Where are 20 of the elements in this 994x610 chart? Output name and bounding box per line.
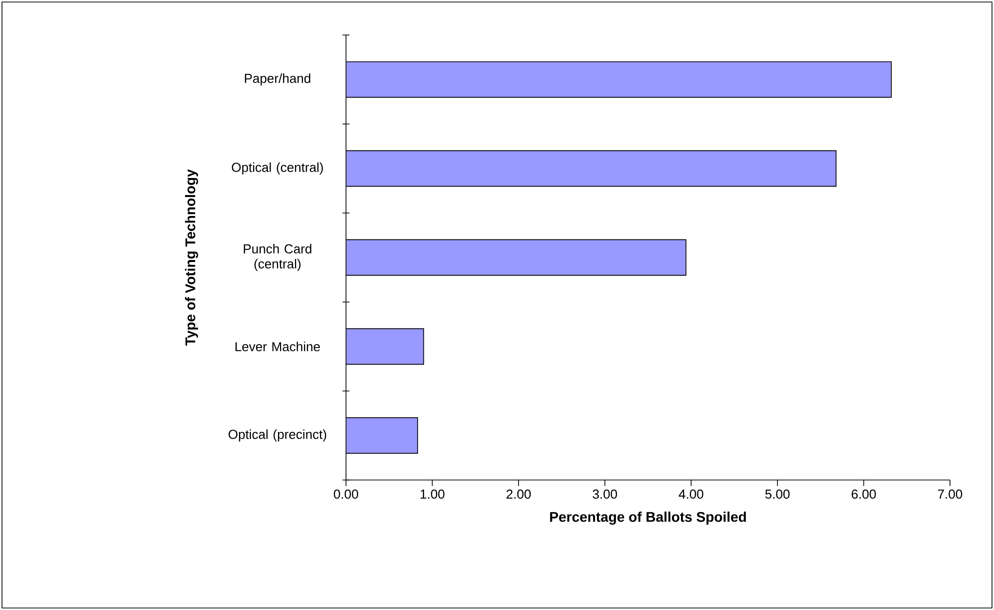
x-axis-title: Percentage of Ballots Spoiled	[550, 512, 746, 525]
x-tick-label: 6.00	[852, 490, 876, 499]
bar	[346, 239, 686, 276]
bar	[346, 61, 892, 98]
x-tick-label: 5.00	[765, 490, 790, 499]
y-tick-label: Lever Machine	[236, 342, 320, 352]
x-tick-label: 3.00	[592, 490, 618, 499]
x-tick-label: 4.00	[678, 490, 704, 499]
bar	[346, 417, 418, 454]
bar	[346, 150, 836, 187]
y-tick-label: Punch Card (central)	[244, 244, 312, 272]
y-tick-label: Optical (precinct)	[228, 429, 326, 442]
bar	[346, 328, 424, 365]
x-tick-label: 7.00	[938, 490, 962, 499]
y-axis-title: Type of Voting Technology	[184, 169, 198, 346]
x-tick-label: 1.00	[420, 490, 444, 499]
y-tick-label: Optical (central)	[232, 162, 323, 175]
x-tick-label: 2.00	[506, 490, 531, 499]
x-tick-label: 0.00	[334, 490, 358, 499]
y-tick-label: Paper/hand	[244, 73, 310, 86]
